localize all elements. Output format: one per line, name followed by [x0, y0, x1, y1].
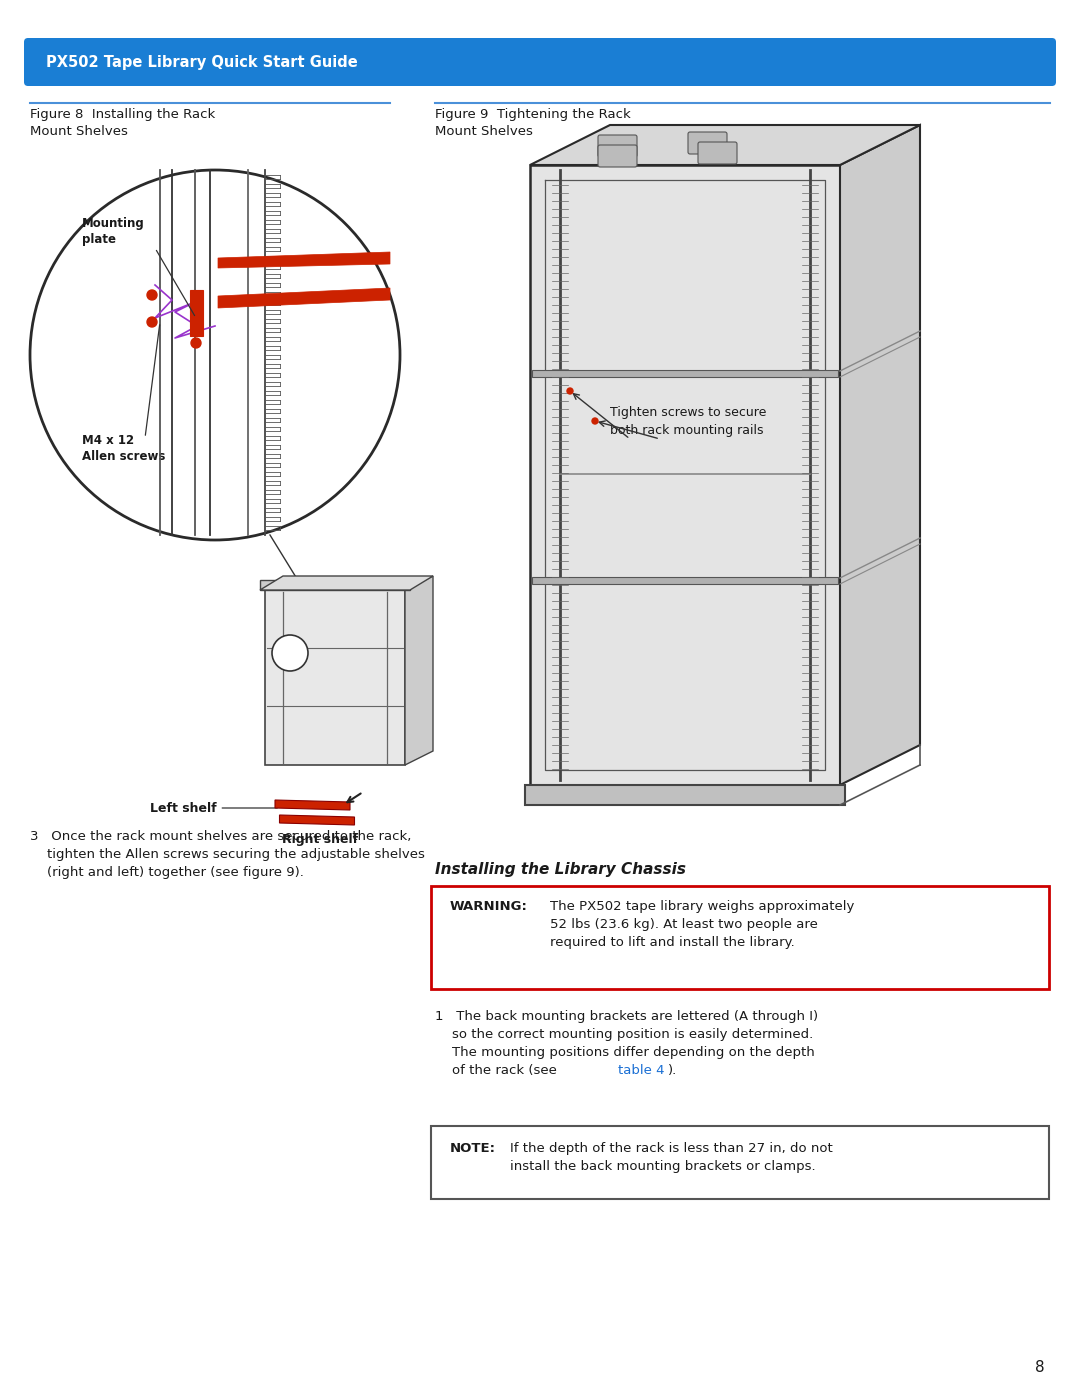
Text: Right shelf: Right shelf [282, 834, 359, 847]
Circle shape [191, 319, 201, 328]
Text: ).: ). [669, 1065, 677, 1077]
Text: The PX502 tape library weighs approximately: The PX502 tape library weighs approximat… [550, 900, 854, 914]
Polygon shape [275, 800, 350, 810]
Text: NOTE:: NOTE: [450, 1141, 496, 1155]
Circle shape [147, 317, 157, 327]
Text: 1   The back mounting brackets are lettered (A through I): 1 The back mounting brackets are lettere… [435, 1010, 819, 1023]
FancyBboxPatch shape [532, 577, 838, 584]
FancyBboxPatch shape [24, 38, 1056, 87]
Text: PX502 Tape Library Quick Start Guide: PX502 Tape Library Quick Start Guide [46, 54, 357, 70]
Circle shape [147, 291, 157, 300]
Polygon shape [218, 288, 390, 307]
FancyBboxPatch shape [688, 131, 727, 154]
Text: M4 x 12
Allen screws: M4 x 12 Allen screws [82, 433, 165, 462]
Text: tighten the Allen screws securing the adjustable shelves: tighten the Allen screws securing the ad… [30, 848, 424, 861]
Polygon shape [218, 251, 390, 268]
Polygon shape [530, 165, 840, 785]
Text: The mounting positions differ depending on the depth: The mounting positions differ depending … [435, 1046, 814, 1059]
Circle shape [592, 418, 598, 425]
Polygon shape [530, 124, 920, 165]
Text: both rack mounting rails: both rack mounting rails [610, 425, 764, 437]
FancyBboxPatch shape [598, 145, 637, 168]
FancyBboxPatch shape [698, 142, 737, 163]
Text: Installing the Library Chassis: Installing the Library Chassis [435, 862, 686, 877]
Text: Figure 9  Tightening the Rack: Figure 9 Tightening the Rack [435, 108, 631, 122]
FancyBboxPatch shape [431, 886, 1049, 989]
Text: table 4: table 4 [618, 1065, 664, 1077]
Text: Figure 8  Installing the Rack: Figure 8 Installing the Rack [30, 108, 215, 122]
FancyBboxPatch shape [260, 580, 410, 590]
FancyBboxPatch shape [525, 785, 845, 805]
FancyBboxPatch shape [189, 289, 203, 335]
Polygon shape [840, 124, 920, 785]
FancyBboxPatch shape [431, 1126, 1049, 1199]
Text: 3   Once the rack mount shelves are secured to the rack,: 3 Once the rack mount shelves are secure… [30, 830, 411, 842]
Text: Mount Shelves: Mount Shelves [435, 124, 532, 138]
Text: Left shelf: Left shelf [150, 802, 278, 814]
Polygon shape [405, 576, 433, 766]
FancyBboxPatch shape [532, 370, 838, 377]
FancyBboxPatch shape [265, 590, 405, 766]
Text: Tighten screws to secure: Tighten screws to secure [610, 407, 767, 419]
Text: Mounting
plate: Mounting plate [82, 218, 145, 246]
Polygon shape [260, 576, 433, 590]
Text: If the depth of the rack is less than 27 in, do not: If the depth of the rack is less than 27… [510, 1141, 833, 1155]
Text: of the rack (see: of the rack (see [435, 1065, 562, 1077]
Text: 52 lbs (23.6 kg). At least two people are: 52 lbs (23.6 kg). At least two people ar… [550, 918, 818, 930]
Circle shape [272, 636, 308, 671]
FancyBboxPatch shape [598, 136, 637, 156]
Circle shape [30, 170, 400, 541]
Text: Mount Shelves: Mount Shelves [30, 124, 127, 138]
Text: 8: 8 [1036, 1361, 1044, 1376]
Text: (right and left) together (see figure 9).: (right and left) together (see figure 9)… [30, 866, 303, 879]
Circle shape [567, 388, 573, 394]
Circle shape [191, 338, 201, 348]
Text: WARNING:: WARNING: [450, 900, 528, 914]
Text: install the back mounting brackets or clamps.: install the back mounting brackets or cl… [510, 1160, 815, 1173]
Text: so the correct mounting position is easily determined.: so the correct mounting position is easi… [435, 1028, 813, 1041]
Polygon shape [280, 814, 354, 826]
Text: required to lift and install the library.: required to lift and install the library… [550, 936, 795, 949]
Circle shape [191, 298, 201, 307]
